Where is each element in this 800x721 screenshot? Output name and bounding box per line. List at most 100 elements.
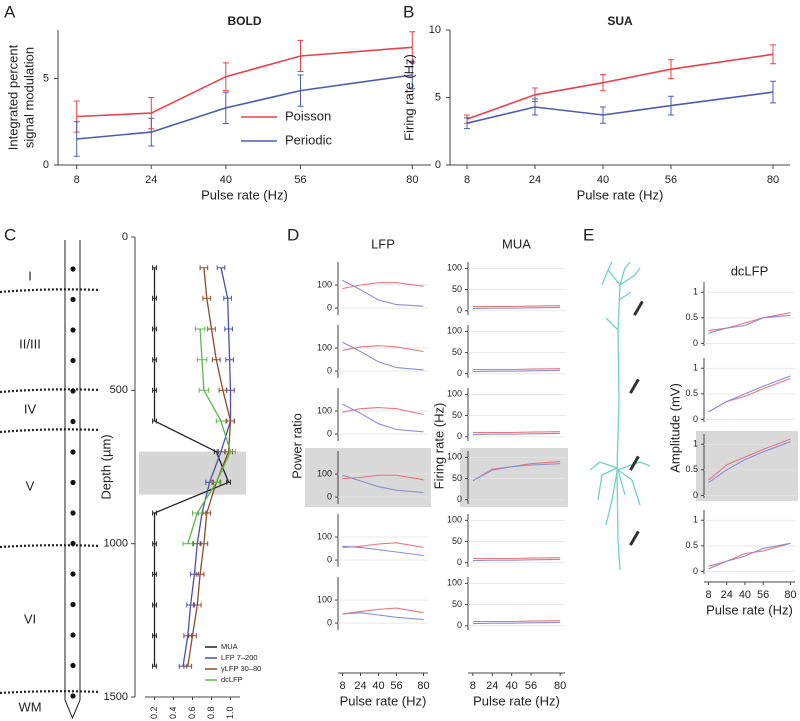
layer-label: WM [18,699,41,714]
error-bar [202,295,212,301]
series-line [472,463,561,482]
y-tick-label: 50 [452,284,462,294]
highlight-band [139,451,246,495]
x-tick-label: 0.2 [149,706,159,719]
y-tick-label: 10 [429,24,441,36]
error-bar [152,265,157,271]
series-line [466,53,774,120]
series-line [708,542,791,567]
error-bar [195,571,205,577]
y-tick-label: 0.5 [685,540,698,550]
error-bar [199,265,209,271]
y-tick-label: 100 [447,389,462,399]
y-tick-label: 0 [693,414,698,424]
electrode-contact [70,418,76,425]
y-tick-label: 0.5 [685,388,698,398]
x-tick-label: 80 [784,589,796,601]
x-tick-label: 40 [220,174,232,186]
error-bar [600,74,606,92]
electrode-contact [70,327,76,333]
layer-label: VI [24,611,36,626]
error-bar [152,541,157,547]
x-tick-label: 40 [739,589,751,601]
error-bar [202,510,212,516]
panel-letter: D [287,225,299,244]
y-tick-label: 50 [452,599,462,609]
y-tick-label: 0 [457,431,462,441]
error-bar [183,663,193,669]
error-bar [152,295,157,301]
x-tick-label: 8 [470,680,476,692]
y-tick-label: 1500 [104,691,128,703]
series-line [708,441,791,484]
y-tick-label: 5 [435,91,441,103]
x-tick-label: 24 [529,174,541,186]
chart-title: LFP [371,236,395,251]
y-tick-label: 100 [447,515,462,525]
series-line [472,432,561,436]
error-bar [182,541,193,547]
x-tick-label: 1.0 [225,706,235,719]
error-bar [532,98,538,116]
series-line [472,621,561,625]
electrode-contact [70,266,76,272]
legend-label: LFP 7–200 [221,653,258,662]
electrode-contact [70,357,76,364]
legend-label: dcLFP [221,675,243,684]
x-tick-label: 40 [597,174,609,186]
y-tick-label: 100 [447,452,462,462]
error-bar [409,60,416,90]
chart-title: SUA [607,14,633,28]
error-bar [152,663,157,669]
error-bar [226,479,231,485]
y-tick-label: 0 [457,557,462,567]
chart-title: dcLFP [731,263,769,278]
y-tick-label: 0.5 [685,464,698,474]
error-bar [152,633,157,639]
x-tick-label: 24 [721,589,733,601]
y-tick-label: 0 [693,338,698,348]
series-line [708,377,791,413]
y-tick-label: 0 [327,302,332,312]
highlight-band [460,448,568,507]
y-tick-label: 0 [327,428,332,438]
series-line [342,279,424,307]
x-tick-label: 80 [406,174,418,186]
y-tick-label: 0.5 [685,312,698,322]
error-bar [192,510,203,516]
y-tick-label: 100 [317,405,332,415]
x-tick-label: 8 [339,680,345,692]
series-line [342,282,424,290]
y-tick-label: 0 [327,365,332,375]
electrode-contact [70,693,76,699]
electrode-contact [70,388,76,394]
apical-dendrite [616,284,621,541]
error-bar [152,387,157,393]
y-tick-label: 1 [693,363,698,373]
error-bar [222,62,229,92]
error-bar [196,357,208,363]
x-tick-label: 56 [294,174,306,186]
x-tick-label: 56 [390,680,402,692]
y-tick-label: 0 [693,490,698,500]
error-bar [218,387,228,393]
y-tick-label: 50 [452,410,462,420]
y-tick-label: 0 [327,491,332,501]
series-line [472,305,561,308]
series-line [342,545,424,557]
series-line [342,403,424,433]
error-bar [668,59,674,80]
error-bar [152,571,157,577]
series-line [472,557,561,560]
x-tick-label: 8 [74,174,80,186]
series-line [708,314,791,334]
error-bar [297,39,304,72]
panel-letter: C [4,225,16,244]
y-tick-label: 1 [693,287,698,297]
series-line [342,607,424,615]
error-bar [152,602,157,608]
panel-letter: E [583,225,594,244]
y-tick-label: 0 [457,368,462,378]
y-tick-label: 100 [317,279,332,289]
